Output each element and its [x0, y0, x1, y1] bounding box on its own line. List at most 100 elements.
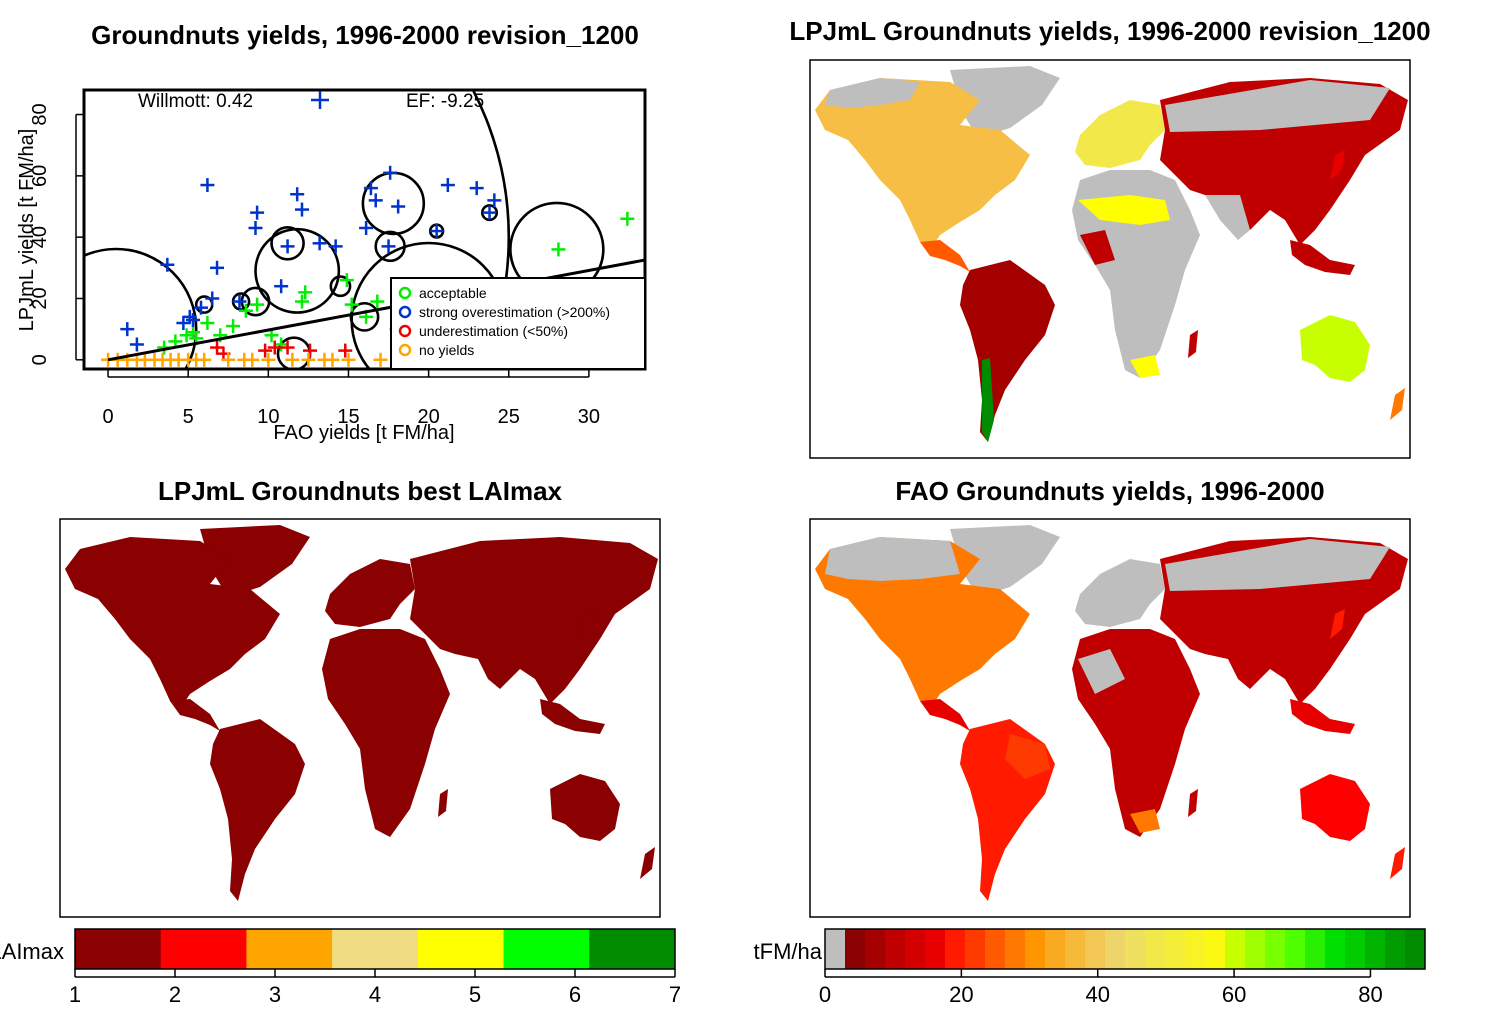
point-no_yields-14: [245, 352, 260, 367]
cb-yield-tick-label-2: 40: [1085, 982, 1109, 1007]
cb-yield-swatch-1: [845, 929, 866, 969]
point-overestimation-25: [429, 224, 444, 239]
point-acceptable-20: [620, 211, 635, 226]
scatter-legend: acceptable strong overestimation (>200%)…: [390, 277, 646, 370]
laimax-map-japan-shape: [580, 609, 595, 639]
fao-yields-map-europe-shape: [1075, 559, 1165, 627]
cb-yield-swatch-23: [1285, 929, 1306, 969]
cb-lai-tick-label-1: 2: [169, 982, 181, 1007]
legend-marker-no-yields: [398, 343, 412, 357]
lpjml-yields-map-madagascar-shape: [1188, 330, 1198, 358]
point-overestimation-23: [383, 165, 398, 180]
point-overestimation-0: [120, 322, 135, 337]
cb-yield-swatch-6: [945, 929, 966, 969]
point-underestimation-2: [258, 343, 273, 358]
lpjml-yields-map-japan-shape: [1330, 150, 1345, 180]
fao-yields-map-central-america-shape: [920, 699, 970, 731]
x-tick-label-1: 5: [183, 406, 194, 428]
x-tick-label-5: 25: [498, 406, 520, 428]
point-underestimation-6: [338, 343, 353, 358]
cb-yield-swatch-19: [1205, 929, 1226, 969]
y-axis-label: LPJmL yields [t FM/ha]: [16, 129, 38, 332]
point-acceptable-13: [298, 285, 313, 300]
point-overestimation-24: [391, 199, 406, 214]
legend-marker-underestimation: [398, 324, 412, 338]
cb-yield-swatch-2: [865, 929, 886, 969]
cb-lai-swatch-1: [160, 929, 247, 969]
scatter-plot: 0 5 10 15 20 25 30 0 20 40 60 80 FAO yields [t FM/…: [16, 88, 647, 444]
cb-lai-tick-label-0: 1: [69, 982, 81, 1007]
lpjml-regional-overlays: [825, 78, 1390, 442]
point-overestimation-18: [328, 239, 343, 254]
cb-yield-tick-label-1: 20: [949, 982, 973, 1007]
point-overestimation-13: [274, 279, 289, 294]
cb-yield-swatch-3: [885, 929, 906, 969]
bubble-8: [270, 225, 305, 261]
x-tick-label-6: 30: [578, 406, 600, 428]
point-acceptable-19: [551, 242, 566, 257]
fao-yields-map-madagascar-shape: [1188, 789, 1198, 817]
point-overestimation-8: [205, 291, 220, 306]
cb-lai-tick-label-3: 4: [369, 982, 381, 1007]
cb-yield-swatch-17: [1165, 929, 1186, 969]
fao-regional-overlays: [825, 537, 1390, 833]
cb-lai-tick-label-6: 7: [669, 982, 681, 1007]
point-acceptable-7: [226, 319, 241, 334]
point-overestimation-19: [359, 220, 374, 235]
laimax-map-greenland-shape: [200, 525, 310, 597]
lpjml-yields-map-central-america-shape: [920, 240, 970, 272]
y-tick-label-2: 40: [29, 226, 51, 248]
fao-yields-map-southeast-asia-shape: [1290, 699, 1355, 734]
lpjml-yields-map-greenland-shape: [950, 66, 1060, 138]
bubble-10: [329, 275, 352, 298]
cb-yield-swatch-20: [1225, 929, 1246, 969]
point-no_yields-16: [285, 352, 300, 367]
point-overestimation-16: [294, 202, 309, 217]
lpjml-yields-map-north-america-shape: [815, 78, 1030, 250]
point-no_yields-17: [301, 352, 316, 367]
cb-lai-swatch-2: [246, 929, 333, 969]
scatter-title: Groundnuts yields, 1996-2000 revision_12…: [91, 20, 639, 50]
cb-yield-swatch-25: [1325, 929, 1346, 969]
point-acceptable-12: [294, 294, 309, 309]
lpjml-yields-map-southeast-asia-shape: [1290, 240, 1355, 275]
cb-yield-swatch-16: [1145, 929, 1166, 969]
fao-yields-map-australia-shape: [1300, 774, 1370, 841]
bubble-14: [481, 204, 499, 222]
point-overestimation-17: [312, 236, 327, 251]
fao-yields-map-greenland-shape: [950, 525, 1060, 597]
point-acceptable-14: [339, 273, 354, 288]
bubble-1: [84, 247, 198, 369]
legend-label-acceptable: acceptable: [419, 285, 487, 301]
bubble-0: [471, 90, 510, 369]
point-overestimation-29: [487, 193, 502, 208]
point-overestimation-7: [200, 178, 215, 193]
cb-lai-swatch-6: [589, 929, 676, 969]
y-tick-label-1: 20: [29, 287, 51, 309]
legend-marker-overestimation: [398, 305, 412, 319]
laimax-colorbar: 1 2 3 4 5 6 7: [69, 928, 681, 1007]
bubble-7: [374, 230, 406, 263]
point-no_yields-15: [261, 352, 276, 367]
point-no_yields-12: [221, 352, 236, 367]
point-underestimation-0: [210, 340, 225, 355]
point-acceptable-15: [344, 297, 359, 312]
x-tick-label-3: 15: [337, 406, 359, 428]
cb-yield-swatch-11: [1045, 929, 1066, 969]
scatter-frame: [82, 88, 647, 371]
cb-yield-swatch-13: [1085, 929, 1106, 969]
y-tick-label-0: 0: [29, 354, 51, 365]
point-overestimation-6: [194, 300, 209, 315]
fao-sahara-grey: [1078, 649, 1125, 694]
cb-yield-swatch-24: [1305, 929, 1326, 969]
point-acceptable-17: [370, 294, 385, 309]
point-underestimation-3: [267, 340, 282, 355]
cb-lai-swatch-0: [75, 929, 162, 969]
lpjml-yields-map-australia-shape: [1300, 315, 1370, 382]
cb-lai-tick-label-5: 6: [569, 982, 581, 1007]
cb-lai-swatch-3: [332, 929, 419, 969]
cb-yield-swatch-12: [1065, 929, 1086, 969]
cb-yield-swatch-22: [1265, 929, 1286, 969]
point-overestimation-10: [232, 294, 247, 309]
